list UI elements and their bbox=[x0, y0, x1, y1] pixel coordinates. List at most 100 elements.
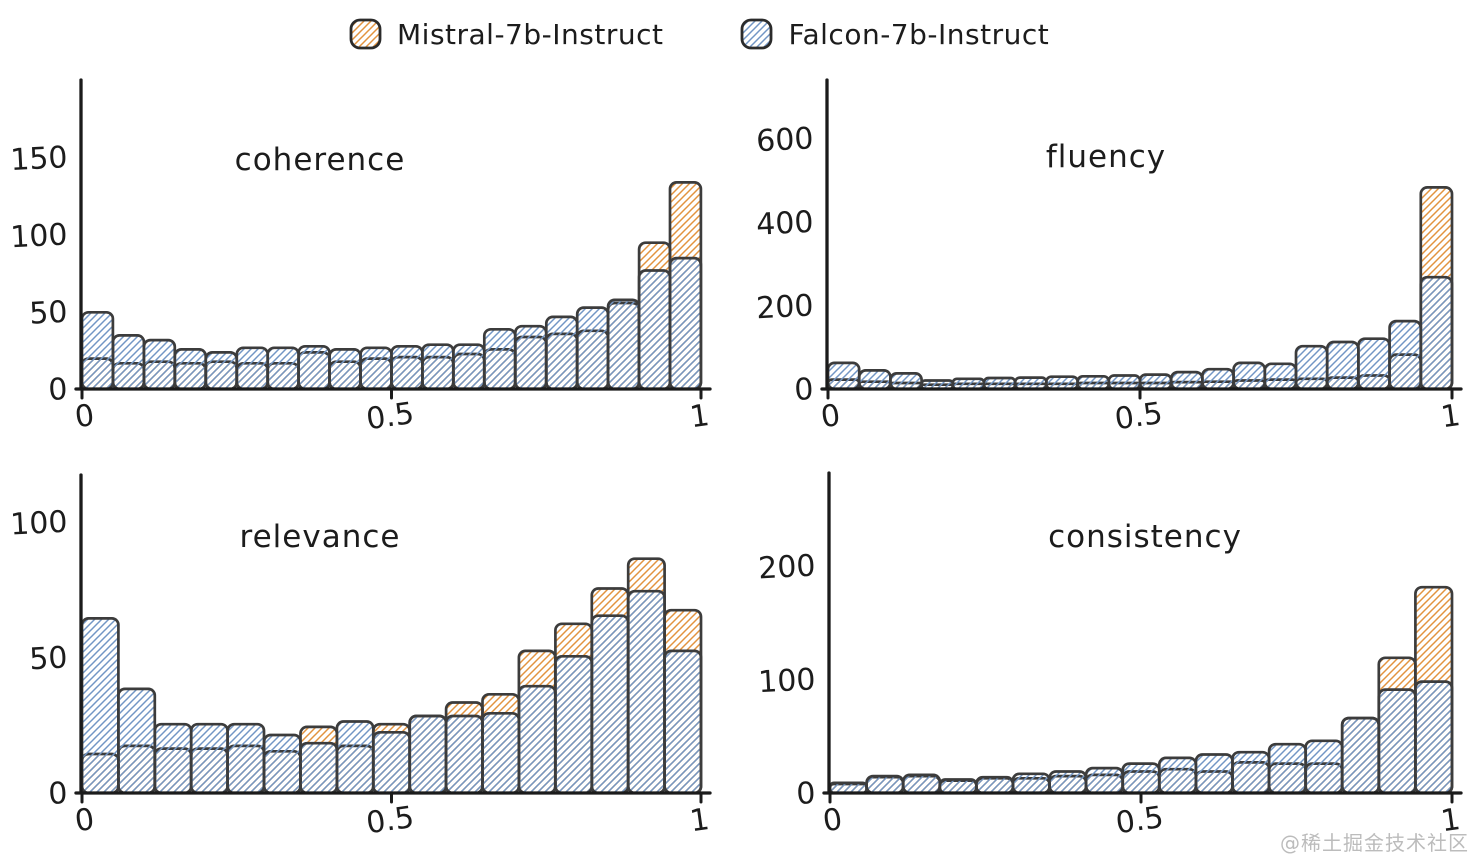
legend-label-mistral: Mistral-7b-Instruct bbox=[397, 17, 664, 51]
histogram-bar-falcon bbox=[1169, 370, 1204, 391]
y-tick-label: 0 bbox=[48, 776, 69, 812]
x-tick-label: 0.5 bbox=[364, 396, 416, 437]
series-falcon bbox=[828, 680, 1454, 795]
histogram-bar-falcon bbox=[266, 346, 300, 391]
histogram-bar-falcon bbox=[235, 346, 270, 391]
falcon-swatch-svg bbox=[741, 18, 773, 50]
chart-title: coherence bbox=[235, 142, 406, 178]
chart-title: relevance bbox=[240, 519, 401, 555]
axes bbox=[820, 78, 1463, 400]
histogram-bar-falcon bbox=[80, 310, 115, 391]
histogram-bar-falcon bbox=[262, 733, 302, 795]
x-tick-label: 0.5 bbox=[1113, 396, 1165, 437]
histogram-bar-falcon bbox=[1267, 742, 1308, 795]
histogram-bar-falcon bbox=[826, 361, 861, 391]
x-tick-label: 1 bbox=[1439, 802, 1463, 839]
histogram-bar-falcon bbox=[173, 348, 208, 391]
histogram-bar-falcon bbox=[1231, 750, 1271, 795]
histogram-bar-falcon bbox=[142, 338, 177, 391]
histogram-bar-falcon bbox=[1107, 374, 1142, 391]
histogram-bar-falcon bbox=[1048, 770, 1088, 795]
histogram-bar-falcon bbox=[1084, 766, 1125, 795]
histogram-bar-falcon bbox=[1294, 344, 1329, 391]
y-tick-label: 200 bbox=[755, 288, 814, 326]
mistral-hatch-swatch-icon bbox=[348, 16, 384, 52]
y-tick-label: 0 bbox=[48, 372, 69, 408]
y-tick-label: 150 bbox=[9, 140, 68, 178]
histogram-bar-falcon bbox=[517, 684, 557, 795]
histogram-bar-falcon bbox=[938, 778, 978, 795]
histogram-bar-falcon bbox=[1419, 275, 1454, 391]
histogram-bar-falcon bbox=[117, 687, 157, 795]
chart-relevance: 0 50 100 0 0.5 1 relevance bbox=[0, 455, 740, 863]
histogram-bar-falcon bbox=[626, 589, 666, 795]
histogram-bar-falcon bbox=[1121, 762, 1161, 795]
legend: Mistral-7b-Instruct Falcon-7b-Instruct bbox=[348, 16, 1049, 52]
histogram-bar-falcon bbox=[901, 773, 942, 795]
legend-item-mistral: Mistral-7b-Instruct bbox=[348, 16, 663, 52]
y-tick-label: 50 bbox=[28, 640, 68, 677]
histogram-bar-falcon bbox=[1263, 362, 1298, 391]
legend-label-falcon: Falcon-7b-Instruct bbox=[788, 17, 1050, 51]
histogram-bar-falcon bbox=[1357, 337, 1391, 391]
histogram-bar-falcon bbox=[554, 654, 594, 795]
histogram-bar-falcon bbox=[371, 730, 412, 795]
histogram-bar-falcon bbox=[481, 711, 521, 795]
histogram-svg-fluency: 0 200 400 600 0 0.5 1 fluency bbox=[755, 78, 1463, 437]
legend-item-falcon: Falcon-7b-Instruct bbox=[739, 16, 1049, 52]
series-falcon bbox=[826, 275, 1454, 391]
histogram-bar-falcon bbox=[606, 298, 641, 391]
histogram-bar-falcon bbox=[637, 269, 672, 391]
histogram-bar-falcon bbox=[590, 614, 630, 795]
watermark: @稀土掘金技术社区 bbox=[1280, 831, 1469, 855]
y-tick-label: 600 bbox=[755, 121, 814, 159]
histogram-bar-falcon bbox=[421, 343, 455, 391]
histogram-bar-falcon bbox=[452, 343, 486, 391]
histogram-bar-falcon bbox=[335, 720, 375, 795]
histogram-bar-falcon bbox=[189, 722, 229, 795]
histogram-bar-falcon bbox=[444, 714, 484, 795]
histogram-bar-falcon bbox=[297, 344, 331, 391]
histogram-bar-falcon bbox=[1013, 376, 1048, 391]
histogram-bar-falcon bbox=[668, 256, 703, 391]
x-tick-label: 0 bbox=[73, 802, 97, 839]
histogram-svg-relevance: 0 50 100 0 0.5 1 relevance bbox=[9, 473, 712, 841]
axes bbox=[74, 78, 712, 400]
histogram-bar-falcon bbox=[299, 741, 339, 795]
y-tick-label: 100 bbox=[9, 505, 68, 543]
axes bbox=[822, 471, 1463, 804]
histogram-bar-falcon bbox=[80, 617, 120, 795]
x-tick-label: 1 bbox=[688, 802, 712, 839]
chart-coherence: 0 50 100 150 0 0.5 1 coherence bbox=[0, 75, 740, 461]
axes bbox=[74, 473, 712, 804]
x-tick-label: 0 bbox=[73, 398, 97, 435]
histogram-bar-falcon bbox=[226, 722, 266, 795]
histogram-bar-falcon bbox=[1340, 716, 1381, 795]
histogram-bar-falcon bbox=[544, 315, 579, 391]
histogram-bar-falcon bbox=[1201, 367, 1235, 391]
x-tick-label: 1 bbox=[1439, 398, 1463, 435]
y-tick-label: 100 bbox=[757, 662, 816, 700]
series-falcon bbox=[80, 589, 703, 795]
histogram-bar-falcon bbox=[390, 344, 424, 391]
histogram-bar-falcon bbox=[1232, 361, 1267, 391]
series-falcon bbox=[80, 256, 703, 391]
y-tick-label: 200 bbox=[757, 549, 816, 587]
histogram-bar-falcon bbox=[513, 324, 548, 391]
x-tick-label: 0.5 bbox=[364, 800, 416, 841]
histogram-bar-falcon bbox=[889, 372, 923, 391]
chart-fluency: 0 200 400 600 0 0.5 1 fluency bbox=[740, 75, 1475, 461]
x-tick-label: 1 bbox=[688, 398, 712, 435]
y-tick-label: 100 bbox=[9, 217, 68, 255]
histogram-bar-falcon bbox=[865, 774, 905, 795]
histogram-bar-falcon bbox=[111, 334, 146, 391]
y-tick-label: 400 bbox=[755, 205, 814, 243]
histogram-bar-falcon bbox=[408, 714, 448, 795]
histogram-bar-falcon bbox=[204, 351, 239, 391]
histogram-bar-falcon bbox=[575, 306, 610, 391]
chart-consistency: 0 100 200 0 0.5 1 consistency bbox=[740, 455, 1475, 863]
y-tick-label: 50 bbox=[28, 295, 68, 332]
histogram-bar-falcon bbox=[359, 346, 393, 391]
histogram-bar-falcon bbox=[1388, 319, 1423, 391]
